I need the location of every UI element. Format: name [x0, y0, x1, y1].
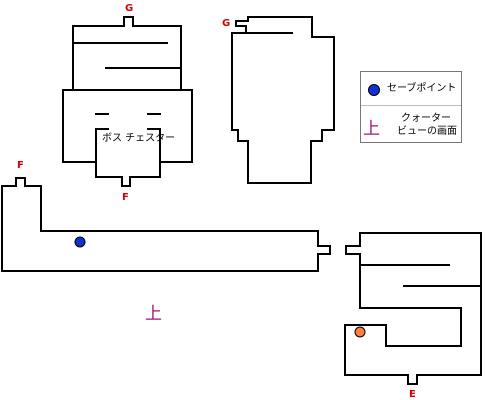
- room-long-corridor: [2, 178, 330, 271]
- exit-f2-label: F: [17, 160, 24, 171]
- room-bottom-right: [345, 233, 481, 384]
- save-point-legend-icon: [368, 84, 380, 96]
- map-legend: セーブポイント 上 クォーター ビューの画面: [360, 71, 462, 143]
- boss-chest-label: ボス チェスター: [102, 132, 175, 144]
- quarter-view-legend-line1: クォーター: [401, 113, 451, 125]
- exit-g2-label: G: [222, 18, 230, 29]
- room-boss-area: [63, 17, 192, 186]
- save-point-legend-label: セーブポイント: [387, 83, 456, 95]
- legend-divider: [361, 105, 461, 106]
- quarter-view-legend-line2: ビューの画面: [397, 126, 457, 138]
- quarter-view-legend-icon: 上: [363, 114, 380, 139]
- up-direction-icon: 上: [145, 304, 162, 324]
- exit-f-label: F: [122, 192, 129, 203]
- save-point-icon: [75, 237, 85, 247]
- room-top-middle: [232, 17, 334, 183]
- exit-g-label: G: [125, 3, 133, 14]
- exit-e-label: E: [409, 389, 416, 400]
- orange-point-icon: [355, 327, 365, 337]
